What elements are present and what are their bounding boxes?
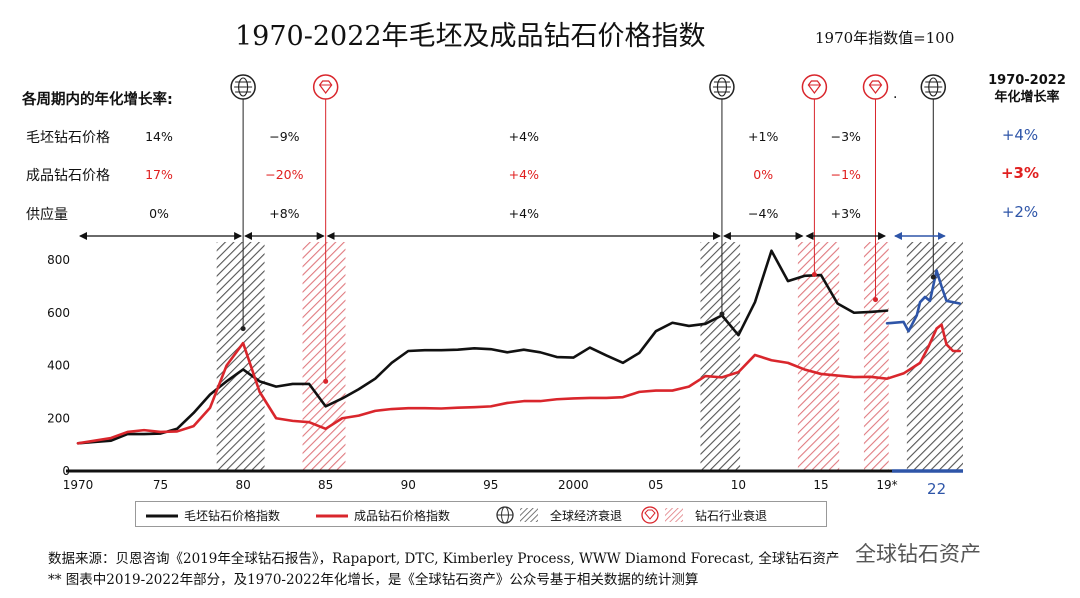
diamond-glyph-4	[868, 80, 883, 94]
footer-source: 数据来源：贝恩咨询《2019年全球钻石报告》，Rapaport, DTC, Ki…	[48, 551, 840, 567]
industry-band-2	[863, 242, 889, 471]
legend-swatch-recession	[496, 506, 538, 524]
industry-band-0	[302, 242, 346, 471]
event-point-3	[811, 272, 817, 278]
diamond-icon-4	[862, 74, 889, 100]
rate-value-1-1: −20%	[265, 167, 304, 182]
x-tick-label-8: 10	[731, 478, 746, 492]
rate-value-0-1: −9%	[269, 129, 300, 144]
rate-value-2-1: +8%	[269, 206, 300, 221]
x-tick-label-0: 1970	[63, 478, 94, 492]
legend-label-recession: 全球经济衰退	[550, 509, 623, 523]
diamond-icon-3	[801, 74, 828, 100]
series-line-0	[76, 249, 889, 445]
x-tick-label-11: 22	[927, 480, 946, 498]
diamond-glyph-1	[318, 80, 333, 94]
rate-total-0: +4%	[1001, 126, 1039, 144]
rate-value-2-0: 0%	[149, 206, 169, 221]
rate-value-1-4: −1%	[830, 167, 861, 182]
legend-label-rough: 毛坯钻石价格指数	[184, 509, 281, 523]
event-point-4	[872, 297, 878, 303]
cagr-header-line2: 年化增长率	[994, 90, 1060, 105]
x-tick-label-4: 90	[401, 478, 416, 492]
price-index-chart: 020040060080019707580859095200005101519*…	[47, 74, 963, 498]
cagr-header-line1: 1970-2022	[988, 73, 1066, 88]
x-tick-label-7: 05	[648, 478, 663, 492]
rate-total-1: +3%	[1000, 164, 1040, 182]
event-point-0	[240, 326, 246, 332]
event-point-1	[323, 378, 329, 384]
legend-label-industry: 钻石行业衰退	[695, 509, 768, 523]
rate-row-label-1: 成品钻石价格	[26, 168, 110, 184]
legend-swatch-rough	[146, 514, 178, 518]
x-tick-label-5: 95	[483, 478, 498, 492]
legend-swatch-industry	[641, 506, 683, 524]
legend-label-polished: 成品钻石价格指数	[354, 509, 451, 523]
rate-value-1-2: +4%	[508, 167, 539, 182]
y-tick-label-2: 400	[47, 359, 70, 373]
event-point-5	[930, 274, 936, 280]
rate-value-0-0: 14%	[145, 129, 173, 144]
stray-dot: .	[893, 86, 898, 102]
y-tick-label-4: 800	[47, 253, 70, 267]
series-line-1	[885, 269, 961, 333]
watermark-text: 全球钻石资产	[855, 542, 981, 566]
x-tick-label-9: 15	[813, 478, 828, 492]
chart-legend: 毛坯钻石价格指数 成品钻石价格指数 全球经济衰退 钻石行业衰退	[135, 501, 827, 527]
rate-value-2-2: +4%	[508, 206, 539, 221]
x-tick-label-6: 2000	[558, 478, 589, 492]
y-tick-label-1: 200	[47, 411, 70, 425]
x-tick-label-2: 80	[235, 478, 250, 492]
x-tick-label-10: 19*	[876, 478, 897, 492]
rate-value-1-0: 17%	[145, 167, 173, 182]
series-line-2	[76, 323, 961, 445]
industry-band-1	[797, 242, 840, 471]
rates-section-title: 各周期内的年化增长率:	[22, 92, 173, 108]
y-tick-label-3: 600	[47, 306, 70, 320]
chart-subtitle: 1970年指数值=100	[815, 29, 955, 47]
recession-band-1	[700, 242, 741, 471]
rate-value-2-3: −4%	[748, 206, 779, 221]
diamond-icon-1	[312, 74, 339, 100]
legend-swatch-polished	[316, 514, 348, 518]
rate-value-0-3: +1%	[748, 129, 779, 144]
x-tick-label-1: 75	[153, 478, 168, 492]
chart-title: 1970-2022年毛坯及成品钻石价格指数	[235, 21, 706, 52]
rate-total-2: +2%	[1001, 203, 1039, 221]
x-tick-label-3: 85	[318, 478, 333, 492]
rate-value-0-2: +4%	[508, 129, 539, 144]
rate-value-1-3: 0%	[753, 167, 774, 182]
rate-value-0-4: −3%	[830, 129, 861, 144]
diamond-glyph-3	[807, 80, 822, 94]
rate-value-2-4: +3%	[830, 206, 861, 221]
rate-row-label-0: 毛坯钻石价格	[26, 130, 110, 146]
event-point-2	[719, 311, 725, 317]
footer-note: ** 图表中2019-2022年部分，及1970-2022年化增长，是《全球钻石…	[48, 572, 699, 588]
rate-row-label-2: 供应量	[26, 207, 68, 223]
recession-band-0	[216, 242, 265, 471]
